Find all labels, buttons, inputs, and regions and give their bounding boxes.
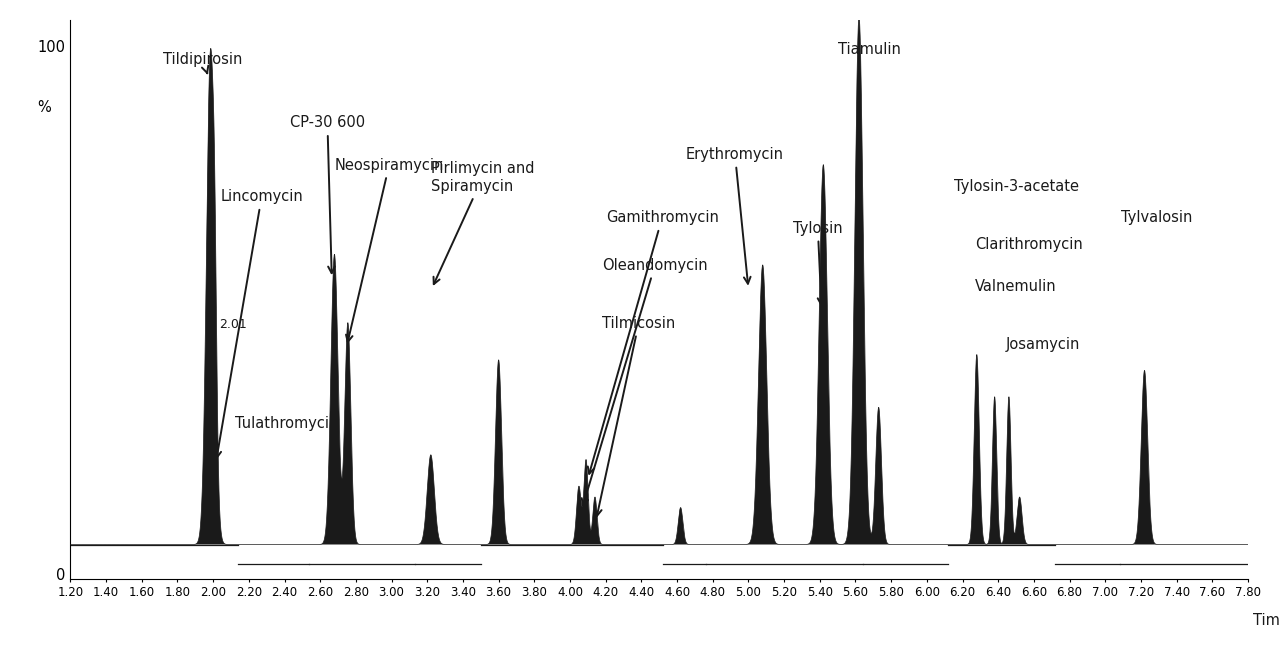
Text: Lincomycin: Lincomycin <box>215 189 303 458</box>
Text: 2.01: 2.01 <box>219 318 247 331</box>
Text: Tulathromycin: Tulathromycin <box>234 416 338 431</box>
Text: Tylosin-3-acetate: Tylosin-3-acetate <box>954 179 1079 194</box>
Text: Josamycin: Josamycin <box>1005 337 1080 352</box>
Text: Tiamulin: Tiamulin <box>837 42 901 56</box>
Text: Valnemulin: Valnemulin <box>975 279 1056 294</box>
Text: Oleandomycin: Oleandomycin <box>581 258 708 506</box>
Text: Erythromycin: Erythromycin <box>686 147 783 284</box>
Text: Tylosin: Tylosin <box>794 221 842 305</box>
Text: CP-30 600: CP-30 600 <box>289 115 365 273</box>
Text: Tilmicosin: Tilmicosin <box>595 316 676 516</box>
Text: Tildipirosin: Tildipirosin <box>163 52 242 73</box>
Text: Gamithromycin: Gamithromycin <box>588 211 718 473</box>
Text: Neospiramycin: Neospiramycin <box>334 158 444 342</box>
Text: Tylvalosin: Tylvalosin <box>1121 211 1193 226</box>
Text: Time: Time <box>1253 613 1280 628</box>
Y-axis label: %: % <box>37 99 51 114</box>
Text: Clarithromycin: Clarithromycin <box>975 237 1083 252</box>
Text: Pirlimycin and
Spiramycin: Pirlimycin and Spiramycin <box>431 162 534 284</box>
